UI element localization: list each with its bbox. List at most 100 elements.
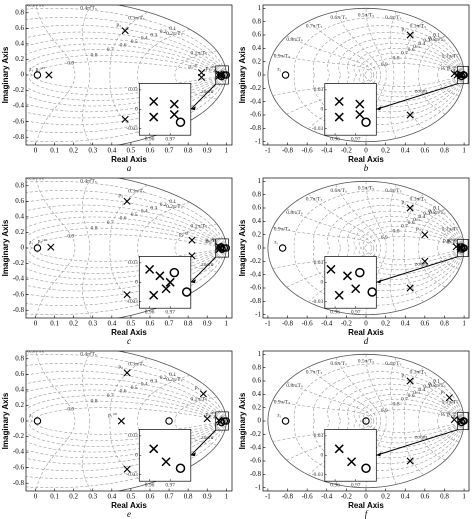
damping-grid-line [346, 216, 465, 249]
point-label: z₂ [453, 414, 457, 420]
x-tick-label: -0.2 [341, 147, 353, 155]
point-label: p₃ [416, 226, 421, 232]
panel: 0.10.20.30.40.50.60.70.80.90.1π/Tₛ0.2π/T… [1, 177, 233, 346]
zoom-arrow [376, 256, 458, 283]
frequency-grid-line [35, 247, 76, 318]
pole-marker [169, 109, 179, 120]
pole-marker [406, 377, 414, 385]
y-tick-label: 0.4 [252, 217, 261, 225]
damping-grid-line [327, 31, 465, 76]
unit-circle [267, 7, 465, 143]
point-label: p₄ᵛᴾᴵ [206, 411, 215, 417]
inset-y-tick-label: 0.03 [314, 87, 324, 93]
point-label: p₂ [401, 372, 406, 378]
pole-marker [121, 27, 129, 35]
damping-label: 0.9 [381, 408, 388, 414]
damping-grid-line [26, 247, 227, 274]
frequency-grid-line [403, 366, 424, 422]
pole-marker [145, 264, 155, 274]
point-label: p₃ᵛᴾᴵ [179, 231, 188, 237]
damping-grid-line [26, 49, 227, 76]
pole-marker [45, 71, 53, 79]
frequency-label: 0.3π/Tₛ [410, 370, 427, 376]
frequency-grid-line [403, 420, 424, 476]
frequency-grid-line [418, 420, 446, 461]
damping-grid-line [365, 409, 465, 422]
damping-label: 0.6 [120, 216, 127, 222]
damping-grid-line [312, 420, 465, 471]
zoom-box [457, 238, 469, 258]
damping-grid-line [312, 371, 465, 422]
y-tick-label: -0.2 [250, 257, 262, 265]
frequency-label: 0.9π/Tₛ [274, 54, 291, 60]
x-tick-label: 0.5 [127, 493, 136, 501]
damping-grid-line [26, 395, 227, 422]
frequency-grid-line [365, 354, 387, 422]
x-tick-label: 0.4 [107, 320, 116, 328]
frequency-grid-line [272, 227, 373, 249]
frequency-grid-line [286, 381, 375, 422]
x-tick-label: 1 [225, 147, 229, 155]
zero-marker [355, 267, 365, 278]
inset: 0.96 0.97 -0.03 0 0.03 [312, 256, 377, 315]
damping-label: 0.4 [418, 387, 425, 393]
inset-y-tick-label: 0.03 [128, 87, 138, 93]
pole-marker [421, 231, 429, 239]
y-tick-label: 1 [258, 4, 262, 12]
pole-marker [123, 291, 131, 299]
unit-circle [267, 180, 465, 316]
zoom-label: zoom [201, 262, 214, 268]
y-tick-label: -0.6 [250, 284, 262, 292]
zero-marker [361, 117, 371, 127]
pole-marker [149, 290, 159, 300]
frequency-grid-line [389, 420, 397, 485]
x-tick-label: 0 [34, 147, 38, 155]
point-label: p₂ [117, 22, 122, 28]
zero-marker [165, 417, 173, 425]
damping-grid-line [312, 198, 465, 249]
damping-label: 0.1 [433, 33, 440, 39]
inset-y-tick-label: -0.03 [126, 299, 138, 305]
damping-label: 0.7 [107, 220, 114, 226]
inset-y-tick-label: -0.03 [126, 472, 138, 478]
frequency-label: 0.5π/Tₛ [358, 12, 375, 18]
x-tick-label: 0.4 [401, 147, 410, 155]
damping-grid-line [365, 420, 465, 433]
inset-y-tick-label: 0 [321, 280, 324, 286]
zoom-label: zoom [201, 435, 214, 441]
damping-grid-line [26, 247, 227, 286]
frequency-grid-line [437, 420, 460, 442]
damping-label: 0.6 [120, 389, 127, 395]
y-tick-label: 0.6 [252, 204, 261, 212]
inset-x-tick-label: 0.96 [330, 136, 340, 142]
y-tick-label: -0.6 [250, 457, 262, 465]
x-tick-label: 0.3 [88, 147, 97, 155]
zero-marker [222, 244, 231, 252]
frequency-grid-line [109, 420, 148, 485]
frequency-label: 0.2π/Tₛ [166, 377, 183, 383]
pole-marker [355, 99, 365, 109]
frequency-grid-line [286, 35, 375, 76]
inset-x-tick-label: 0.96 [145, 309, 155, 315]
damping-grid-line [26, 31, 227, 76]
damping-grid-line [358, 420, 465, 444]
zoom-arrowhead [376, 452, 382, 457]
damping-grid-line [312, 74, 465, 125]
point-label: z₁ [277, 412, 281, 418]
damping-label: 0.6 [408, 47, 415, 53]
plot-area: 0.10.20.30.40.5 0.6 0.7 0.8 0.9 0.1π/Tₛ 0.2π/T… [26, 5, 231, 145]
y-tick-label: -0.6 [13, 117, 25, 125]
y-tick-label: -1 [255, 137, 261, 145]
inset: 0.96 0.97 -0.03 0 0.03 [312, 429, 377, 488]
damping-label: 0.9 [381, 62, 388, 68]
frequency-grid-line [403, 193, 424, 249]
caption: a [127, 163, 132, 173]
inset-x-tick-label: 0.96 [330, 309, 340, 315]
x-tick-label: 0.2 [381, 147, 390, 155]
y-tick-label: 0.4 [15, 39, 24, 47]
y-tick-label: 1 [258, 350, 262, 358]
zero-marker [460, 244, 468, 252]
damping-label: 0.2 [160, 202, 167, 208]
damping-grid-line [26, 420, 227, 447]
point-label: z₁ [29, 412, 33, 418]
